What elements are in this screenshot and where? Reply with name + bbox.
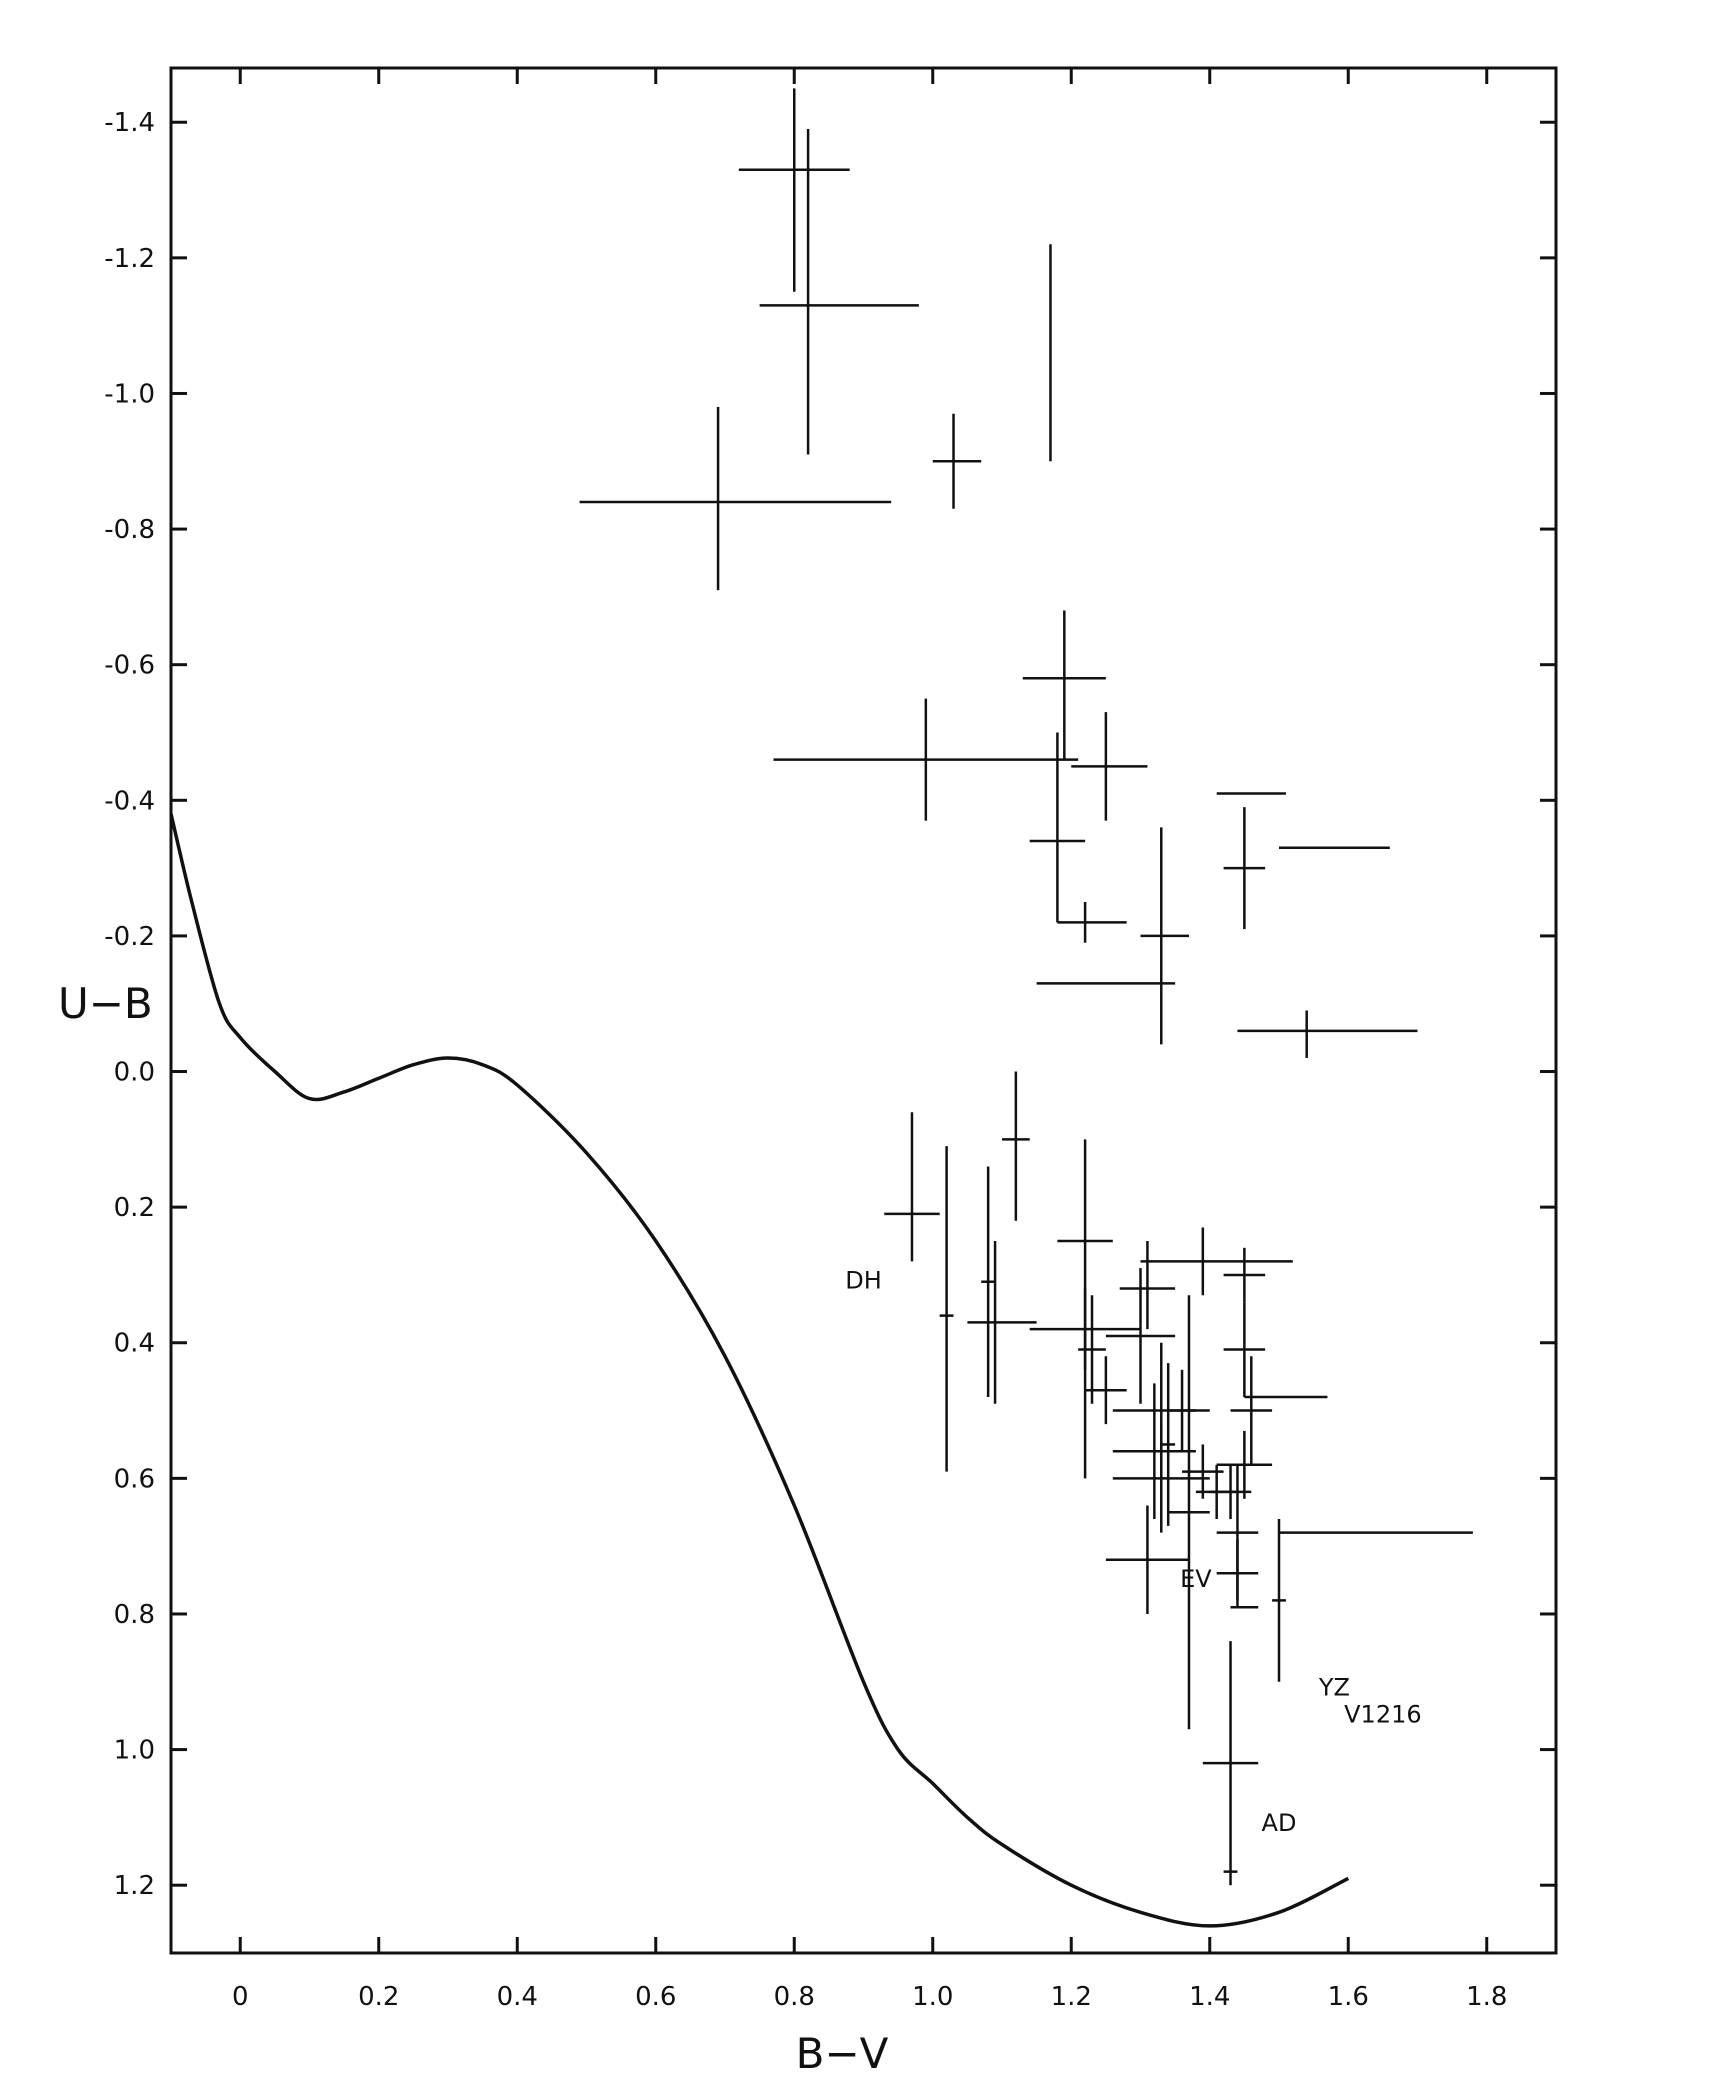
x-axis-label: B−V [796, 2029, 889, 2078]
y-tick-label: 0.2 [114, 1193, 155, 1223]
star-errorbar-point [1168, 1369, 1196, 1452]
star-errorbar-point [981, 1166, 996, 1397]
plot-frame [169, 66, 1558, 1955]
star-errorbar-point [1216, 1539, 1259, 1608]
star-errorbar-point [1112, 1424, 1210, 1533]
star-errorbar-point [1161, 1363, 1176, 1526]
y-tick-labels: -1.4 -1.2 -1.0 -0.8 -0.6 -0.4 -0.2 0.0 0.2 0.4 0.6… [104, 108, 155, 1901]
x-tick-label: 0.4 [497, 1982, 538, 2012]
star-errorbar-point [1002, 1071, 1030, 1221]
star-errorbar-point [1223, 807, 1266, 930]
y-tick-label: 0.6 [114, 1464, 155, 1494]
star-errorbar-point [759, 129, 919, 455]
main-sequence-curve [169, 813, 1350, 1928]
star-errorbar-point [1272, 1519, 1286, 1682]
x-tick-label: 1.6 [1328, 1982, 1369, 2012]
y-tick-label: 0.0 [114, 1058, 155, 1088]
star-errorbar-point [1216, 1430, 1273, 1499]
x-tick-label: 0.6 [635, 1982, 676, 2012]
star-errorbar-point [1085, 1356, 1127, 1425]
flare-star-points [579, 88, 1473, 1886]
star-errorbar-point [967, 1241, 1037, 1404]
star-errorbar-point [939, 1146, 954, 1472]
star-label: YZ [1318, 1673, 1350, 1701]
y-tick-label: -0.4 [104, 786, 155, 816]
x-tick-label: 0.8 [774, 1982, 815, 2012]
y-tick-label: -1.0 [104, 379, 155, 409]
star-errorbar-point [1140, 1227, 1293, 1296]
y-tick-label: -0.8 [104, 515, 155, 545]
star-errorbar-point [1237, 1010, 1418, 1058]
star-errorbar-point [1112, 1383, 1196, 1520]
star-label: DH [845, 1267, 882, 1295]
star-errorbar-point [773, 698, 1079, 821]
star-errorbar-point [1202, 1641, 1259, 1886]
x-tick-label: 1.4 [1189, 1982, 1230, 2012]
star-errorbar-point [1057, 902, 1127, 943]
x-tick-label: 1.8 [1466, 1982, 1507, 2012]
y-tick-label: 1.0 [114, 1736, 155, 1766]
star-errorbar-point [1168, 1295, 1210, 1730]
star-label: EV [1180, 1565, 1212, 1593]
star-errorbar-point [579, 407, 892, 591]
x-tick-label: 0.2 [358, 1982, 399, 2012]
star-errorbar-point [1105, 1268, 1176, 1404]
y-tick-label: -1.4 [104, 108, 155, 138]
y-tick-label: -0.6 [104, 651, 155, 681]
star-errorbar-point [1029, 732, 1086, 923]
x-tick-labels: 0 0.2 0.4 0.6 0.8 1.0 1.2 1.4 1.6 1.8 [232, 1982, 1507, 2012]
star-errorbar-point [1022, 610, 1106, 760]
star-errorbar-point [1119, 1241, 1176, 1330]
y-tick-label: -1.2 [104, 244, 155, 274]
star-errorbar-point [1209, 1464, 1252, 1520]
star-errorbar-point [1223, 1302, 1266, 1397]
star-errorbar-point [738, 88, 850, 292]
y-tick-label: 0.4 [114, 1329, 155, 1359]
y-tick-label: -0.2 [104, 922, 155, 952]
star-errorbar-point [932, 413, 982, 509]
x-tick-label: 1.2 [1051, 1982, 1092, 2012]
star-errorbar-point [1071, 712, 1148, 821]
star-errorbar-point [1105, 1505, 1189, 1614]
x-tick-label: 1.0 [912, 1982, 953, 2012]
star-errorbar-point [1029, 1288, 1141, 1370]
y-tick-label: 0.8 [114, 1600, 155, 1630]
star-label: V1216 [1344, 1700, 1422, 1728]
star-errorbar-point [1230, 1356, 1273, 1465]
y-tick-label: 1.2 [114, 1871, 155, 1901]
star-errorbar-point [884, 1112, 940, 1262]
star-errorbar-point [1078, 1295, 1106, 1404]
star-label: AD [1262, 1809, 1297, 1837]
axis-ticks [171, 68, 1556, 1953]
star-errorbar-point [1140, 827, 1189, 1045]
star-errorbar-point [1223, 1247, 1266, 1303]
y-axis-label: U−B [58, 979, 153, 1028]
x-tick-label: 0 [232, 1982, 249, 2012]
